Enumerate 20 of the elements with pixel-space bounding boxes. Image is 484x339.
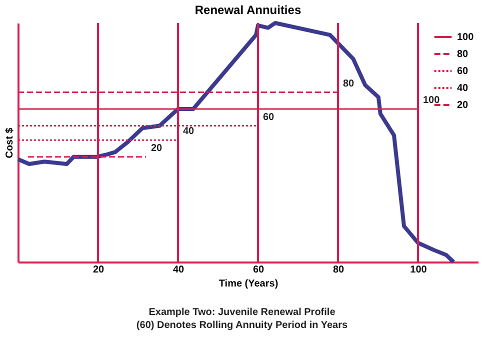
legend-label: 20 [457,100,469,111]
text: 40 [183,126,194,138]
x-tick-label: 40 [172,264,184,276]
text: (60) Denotes Rolling Annuity Period in Years [135,319,349,332]
legend-label: 60 [457,66,469,77]
text: 20 [151,142,162,154]
text: 80 [343,78,354,90]
text: 60 [263,112,274,123]
x-tick-label: 60 [252,264,264,276]
text: 100 [423,95,440,106]
chart-title: Renewal Annuities [194,3,302,17]
legend-label: 80 [457,49,469,60]
x-tick-label: 20 [92,264,104,276]
text: Example Two: Juvenile Renewal Profile [148,306,336,319]
x-tick-label: 100 [410,264,428,276]
y-axis-title: Cost $ [4,127,16,158]
legend-label: 100 [457,32,474,43]
x-tick-label: 80 [332,264,344,276]
legend-label: 40 [457,83,469,94]
x-axis-title: Time (Years) [218,278,278,290]
